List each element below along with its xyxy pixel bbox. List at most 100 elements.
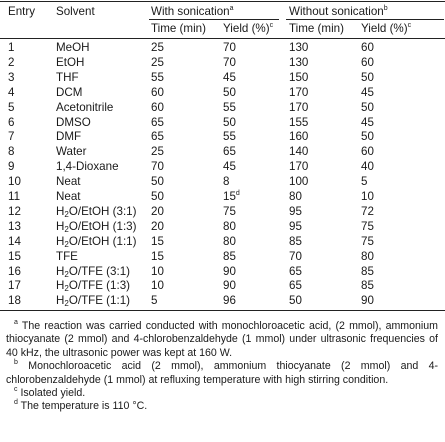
cell-yield-without: 50 <box>361 100 374 114</box>
cell-entry: 1 <box>8 41 15 54</box>
cell-solvent: H2O/TFE (3:1) <box>56 264 131 279</box>
cell-solvent: H2O/TFE (1:1) <box>56 294 131 309</box>
cell-yield-with: 70 <box>223 55 236 69</box>
cell-yield-with: 45 <box>223 160 236 174</box>
cell-yield-without: 50 <box>361 130 374 144</box>
cell-entry: 6 <box>8 115 15 129</box>
cell-yield-with: 65 <box>223 145 236 159</box>
cell-yield-without: 5 <box>361 175 368 189</box>
cell-time-without: 170 <box>289 85 309 99</box>
cell-solvent: Neat <box>56 175 81 189</box>
cell-yield-with: 80 <box>223 219 236 233</box>
cell-yield-without: 40 <box>361 160 374 174</box>
cell-time-with: 60 <box>151 85 164 99</box>
cell-solvent: 1,4-Dioxane <box>56 160 119 174</box>
header-time-without: Time (min) <box>289 22 344 35</box>
cell-time-with: 60 <box>151 100 164 114</box>
cell-solvent: Water <box>56 145 87 159</box>
cell-entry: 13 <box>8 219 21 233</box>
cell-yield-without: 60 <box>361 145 374 159</box>
cell-time-without: 65 <box>289 279 302 293</box>
header-yield-without: Yield (%)c <box>361 22 412 35</box>
cell-entry: 8 <box>8 145 15 159</box>
cell-time-with: 20 <box>151 204 164 218</box>
cell-time-with: 55 <box>151 70 164 84</box>
cell-solvent: Neat <box>56 190 81 203</box>
cell-yield-with: 90 <box>223 279 236 293</box>
cell-yield-without: 60 <box>361 41 374 54</box>
cell-time-without: 50 <box>289 294 302 308</box>
cell-time-without: 100 <box>289 175 309 189</box>
without-sonication-rule <box>286 19 444 20</box>
cell-solvent: MeOH <box>56 41 90 54</box>
with-sonication-rule <box>149 19 279 20</box>
cell-time-without: 155 <box>289 115 309 129</box>
cell-time-without: 160 <box>289 130 309 144</box>
cell-time-without: 85 <box>289 234 302 248</box>
cell-yield-without: 85 <box>361 264 374 278</box>
cell-time-with: 70 <box>151 160 164 174</box>
cell-solvent: EtOH <box>56 55 85 69</box>
table-footnotes: a The reaction was carried conducted wit… <box>6 319 438 414</box>
cell-entry: 2 <box>8 55 15 69</box>
cell-time-with: 65 <box>151 115 164 129</box>
cell-yield-with: 8 <box>223 175 230 189</box>
cell-entry: 3 <box>8 70 15 84</box>
cell-time-with: 50 <box>151 190 164 203</box>
cell-yield-without: 50 <box>361 70 374 84</box>
cell-time-without: 130 <box>289 55 309 69</box>
cell-solvent: H2O/EtOH (1:1) <box>56 234 137 249</box>
cell-yield-with: 75 <box>223 204 236 218</box>
cell-yield-without: 60 <box>361 55 374 69</box>
cell-time-with: 25 <box>151 41 164 54</box>
cell-time-with: 20 <box>151 219 164 233</box>
cell-time-without: 150 <box>289 70 309 84</box>
cell-solvent: H2O/TFE (1:3) <box>56 279 131 294</box>
cell-entry: 15 <box>8 249 21 263</box>
cell-time-without: 80 <box>289 190 302 203</box>
cell-yield-with: 55 <box>223 130 236 144</box>
footnote-d: d The temperature is 110 °C. <box>14 399 148 413</box>
cell-yield-without: 90 <box>361 294 374 308</box>
cell-yield-with: 45 <box>223 70 236 84</box>
cell-yield-with: 96 <box>223 294 236 308</box>
cell-yield-with: 15d <box>223 190 240 203</box>
cell-time-with: 50 <box>151 175 164 189</box>
table-bottom-rule <box>0 310 445 311</box>
cell-time-without: 70 <box>289 249 302 263</box>
footnote-b: b Monochloroacetic acid (2 mmol), ammoni… <box>6 359 438 386</box>
cell-time-with: 5 <box>151 294 158 308</box>
header-entry: Entry <box>8 5 36 18</box>
cell-time-without: 130 <box>289 41 309 54</box>
cell-solvent: DCM <box>56 85 83 99</box>
cell-entry: 14 <box>8 234 21 248</box>
cell-time-without: 170 <box>289 160 309 174</box>
cell-solvent: THF <box>56 70 79 84</box>
cell-entry: 10 <box>8 175 21 189</box>
cell-entry: 9 <box>8 160 15 174</box>
cell-time-without: 95 <box>289 219 302 233</box>
cell-time-without: 170 <box>289 100 309 114</box>
cell-solvent: H2O/EtOH (1:3) <box>56 219 137 234</box>
cell-yield-with: 50 <box>223 85 236 99</box>
cell-yield-without: 45 <box>361 85 374 99</box>
cell-entry: 4 <box>8 85 15 99</box>
header-time-with: Time (min) <box>151 22 206 35</box>
cell-time-without: 95 <box>289 204 302 218</box>
cell-solvent: TFE <box>56 249 78 263</box>
cell-yield-with: 85 <box>223 249 236 263</box>
cell-entry: 5 <box>8 100 15 114</box>
header-solvent: Solvent <box>56 5 95 18</box>
cell-time-with: 15 <box>151 249 164 263</box>
cell-yield-with: 50 <box>223 115 236 129</box>
cell-entry: 16 <box>8 264 21 278</box>
cell-yield-without: 85 <box>361 279 374 293</box>
cell-solvent: Acetonitrile <box>56 100 114 114</box>
cell-entry: 7 <box>8 130 15 144</box>
cell-yield-with: 80 <box>223 234 236 248</box>
header-yield-with: Yield (%)c <box>223 22 274 35</box>
cell-yield-without: 45 <box>361 115 374 129</box>
cell-time-with: 65 <box>151 130 164 144</box>
cell-yield-without: 75 <box>361 219 374 233</box>
